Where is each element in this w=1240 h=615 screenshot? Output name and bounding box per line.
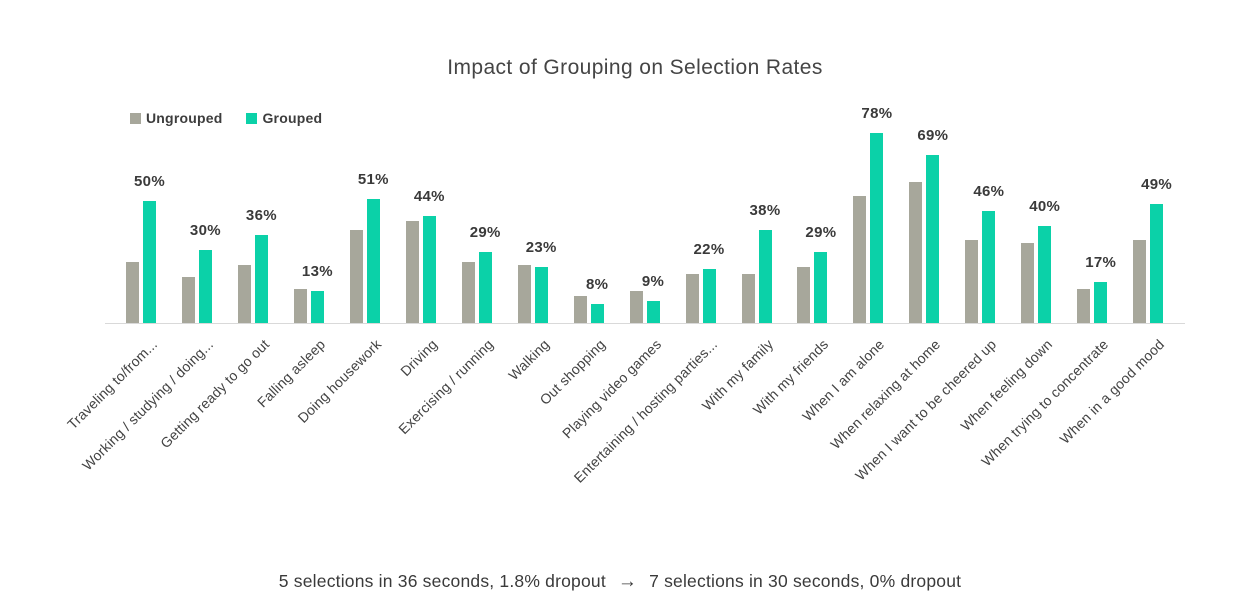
caption: 5 selections in 36 seconds, 1.8% dropout… [0, 571, 1240, 593]
bar-ungrouped [797, 267, 811, 323]
bar-ungrouped [573, 296, 587, 323]
legend-swatch-grouped [246, 112, 258, 124]
bar-grouped [534, 267, 548, 323]
bar-ungrouped [293, 289, 307, 323]
bar-grouped [422, 216, 436, 323]
bar-value-label: 22% [693, 241, 725, 258]
bar-ungrouped [909, 182, 923, 323]
bar-value-label: 9% [641, 273, 665, 290]
bar-ungrouped [349, 230, 363, 323]
bar-grouped [646, 301, 660, 323]
bar-ungrouped [1077, 289, 1091, 323]
bar-value-label: 40% [1029, 198, 1061, 215]
bar-grouped [310, 291, 324, 323]
bar-ungrouped [237, 265, 251, 323]
bar-ungrouped [965, 240, 979, 323]
legend-swatch-ungrouped [130, 112, 141, 124]
legend: Ungrouped Grouped [130, 110, 322, 126]
bar-value-label: 49% [1141, 176, 1173, 193]
caption-after: 7 selections in 30 seconds, 0% dropout [649, 571, 962, 591]
bar-value-label: 8% [585, 276, 609, 293]
bar-value-label: 29% [469, 224, 501, 241]
bar-grouped [982, 211, 996, 323]
bar-grouped [366, 199, 380, 323]
bar-grouped [198, 250, 212, 323]
bar-value-label: 36% [245, 207, 277, 224]
bar-grouped [814, 252, 828, 323]
caption-before: 5 selections in 36 seconds, 1.8% dropout [278, 571, 606, 591]
bar-value-label: 44% [413, 188, 445, 205]
bar-ungrouped [853, 196, 867, 323]
bar-value-label: 50% [134, 173, 165, 190]
bar-value-label: 38% [749, 202, 781, 219]
bar-ungrouped [126, 262, 139, 323]
x-axis-line [105, 323, 1185, 324]
bar-grouped [1094, 282, 1108, 323]
bar-grouped [590, 304, 604, 323]
bar-ungrouped [629, 291, 643, 323]
bar-ungrouped [741, 274, 755, 323]
bar-grouped [143, 201, 156, 323]
bar-grouped [926, 155, 940, 323]
bar-ungrouped [405, 221, 419, 323]
bar-grouped [758, 230, 772, 323]
arrow-icon: → [617, 571, 638, 592]
bar-ungrouped [1021, 243, 1035, 323]
bar-grouped [702, 269, 716, 323]
chart-title: Impact of Grouping on Selection Rates [447, 56, 823, 79]
bar-value-label: 30% [189, 222, 221, 239]
bar-grouped [478, 252, 492, 323]
bar-value-label: 23% [525, 239, 557, 256]
bar-grouped [870, 133, 884, 323]
legend-item-ungrouped: Ungrouped [130, 110, 222, 126]
bar-ungrouped [517, 265, 531, 323]
bar-ungrouped [181, 277, 195, 323]
legend-item-grouped: Grouped [246, 110, 322, 126]
bar-value-label: 29% [805, 224, 837, 241]
bar-ungrouped [685, 274, 699, 323]
bar-ungrouped [1133, 240, 1147, 323]
bar-grouped [254, 235, 268, 323]
bar-grouped [1150, 204, 1164, 323]
bar-value-label: 51% [357, 171, 389, 188]
bar-grouped [1038, 226, 1052, 323]
bar-ungrouped [461, 262, 475, 323]
bar-value-label: 13% [301, 263, 333, 280]
legend-label-ungrouped: Ungrouped [146, 110, 223, 126]
bar-value-label: 69% [917, 127, 949, 144]
bar-value-label: 46% [973, 183, 1005, 200]
legend-label-grouped: Grouped [262, 110, 323, 126]
bar-value-label: 78% [861, 105, 893, 122]
bar-value-label: 17% [1085, 254, 1117, 271]
